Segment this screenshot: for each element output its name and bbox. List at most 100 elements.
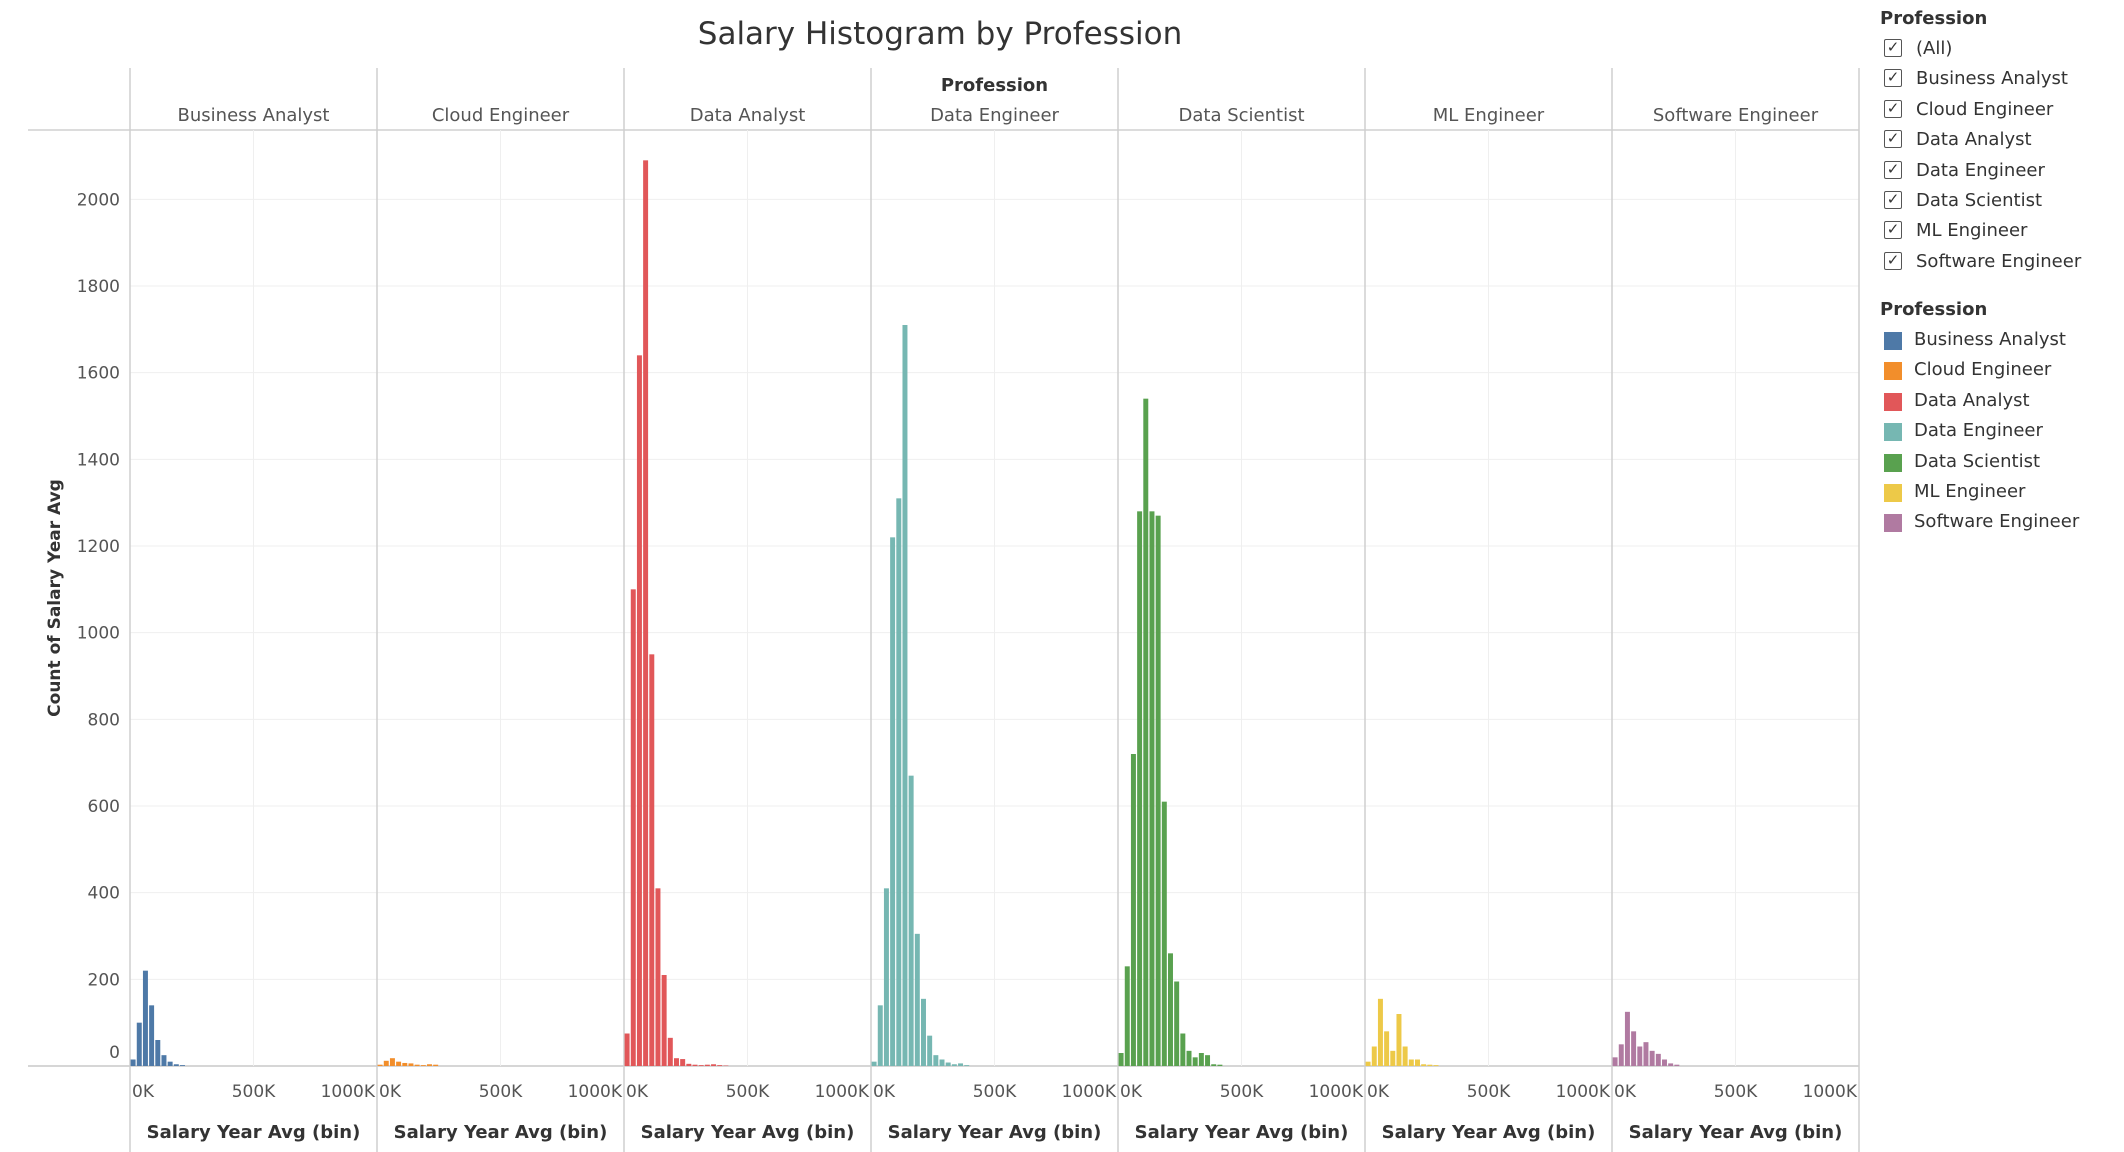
legend-item-label: Business Analyst: [1914, 329, 2066, 350]
histogram-bar: [1649, 1050, 1655, 1066]
histogram-bar: [890, 537, 896, 1066]
histogram-bar: [1668, 1063, 1674, 1066]
panel-header: Data Scientist: [1179, 105, 1305, 126]
x-axis-label: Salary Year Avg (bin): [1382, 1122, 1596, 1143]
legend-swatch: [1884, 332, 1902, 350]
filter-item-label: ML Engineer: [1916, 220, 2028, 242]
filter-item-label: Data Engineer: [1916, 159, 2045, 181]
legend-swatch: [1884, 514, 1902, 533]
legend-item[interactable]: Software Engineer: [1880, 507, 2120, 537]
y-tick-label: 2000: [77, 190, 120, 210]
histogram-bar: [383, 1060, 389, 1066]
filter-item-label: Data Scientist: [1916, 189, 2042, 211]
histogram-bar: [1402, 1046, 1408, 1066]
histogram-bar: [1421, 1064, 1427, 1066]
legend-swatch: [1884, 483, 1902, 502]
x-axis-label: Salary Year Avg (bin): [1629, 1122, 1843, 1143]
checkbox-checked-icon[interactable]: ✓: [1884, 69, 1902, 88]
histogram-bar: [1427, 1064, 1433, 1066]
y-tick-label: 800: [88, 710, 120, 730]
histogram-bar: [1118, 1053, 1124, 1066]
histogram-bar: [408, 1063, 414, 1066]
histogram-bar: [1205, 1055, 1211, 1066]
filter-item[interactable]: ✓ ML Engineer: [1880, 216, 2120, 246]
profession-filter: Profession ✓ (All) ✓ Business Analyst ✓ Cloud…: [1880, 4, 2120, 277]
checkbox-checked-icon[interactable]: ✓: [1884, 130, 1902, 149]
histogram-bar: [1371, 1046, 1377, 1066]
y-tick-label: 200: [88, 970, 120, 990]
histogram-bar: [396, 1061, 402, 1066]
y-axis-label: Count of Salary Year Avg: [45, 479, 65, 717]
histogram-bar: [667, 1037, 673, 1066]
x-tick-label: 0K: [626, 1082, 649, 1102]
x-axis-label: Salary Year Avg (bin): [641, 1122, 855, 1143]
panel-header: ML Engineer: [1433, 105, 1545, 126]
histogram-bar: [1186, 1050, 1192, 1066]
panel-header: Cloud Engineer: [432, 105, 570, 126]
legend-swatch: [1884, 362, 1902, 381]
x-tick-label: 0K: [379, 1082, 402, 1102]
histogram-bar: [1161, 801, 1167, 1066]
histogram-bar: [883, 888, 889, 1066]
y-tick-label: 1800: [77, 277, 120, 297]
histogram-bar: [692, 1064, 698, 1066]
histogram-bar: [933, 1055, 939, 1066]
checkbox-checked-icon[interactable]: ✓: [1884, 39, 1902, 57]
histogram-bar: [389, 1058, 395, 1066]
histogram-bar: [142, 970, 148, 1066]
filter-item[interactable]: ✓ Software Engineer: [1880, 247, 2120, 277]
x-tick-label: 500K: [1220, 1082, 1264, 1102]
legend-item-label: Software Engineer: [1914, 511, 2080, 533]
checkbox-checked-icon[interactable]: ✓: [1884, 251, 1902, 270]
histogram-chart: Salary Histogram by Profession Profession…: [28, 16, 1860, 1152]
legend-item[interactable]: Business Analyst: [1880, 325, 2120, 355]
checkbox-checked-icon[interactable]: ✓: [1884, 99, 1902, 118]
histogram-bar: [1180, 1033, 1186, 1066]
filter-item[interactable]: ✓ Data Engineer: [1880, 156, 2120, 186]
histogram-bar: [1137, 511, 1143, 1066]
x-tick-label: 0K: [873, 1082, 896, 1102]
legend-item[interactable]: Cloud Engineer: [1880, 355, 2120, 385]
x-axis-label: Salary Year Avg (bin): [1135, 1122, 1349, 1143]
x-axis-label: Salary Year Avg (bin): [394, 1122, 608, 1143]
checkbox-checked-icon[interactable]: ✓: [1884, 160, 1902, 179]
histogram-bar: [871, 1061, 877, 1066]
filter-item[interactable]: ✓ Cloud Engineer: [1880, 95, 2120, 125]
histogram-bar: [1124, 966, 1130, 1066]
y-tick-label: 600: [88, 797, 120, 817]
histogram-bar: [661, 975, 667, 1066]
histogram-bar: [921, 998, 926, 1066]
legend-item-label: Cloud Engineer: [1914, 359, 2052, 381]
checkbox-checked-icon[interactable]: ✓: [1884, 221, 1902, 240]
histogram-bar: [1624, 1011, 1630, 1066]
histogram-bar: [414, 1064, 420, 1066]
checkbox-checked-icon[interactable]: ✓: [1884, 190, 1902, 209]
filter-item[interactable]: ✓ Data Analyst: [1880, 125, 2120, 155]
histogram-bar: [1655, 1053, 1661, 1066]
filter-title: Profession: [1880, 8, 1988, 29]
filter-item[interactable]: ✓ Business Analyst: [1880, 64, 2120, 94]
filter-item[interactable]: ✓ (All): [1880, 34, 2120, 64]
y-tick-label: 1200: [77, 537, 120, 557]
x-tick-label: 1000K: [1803, 1082, 1858, 1102]
legend-item[interactable]: Data Engineer: [1880, 416, 2120, 446]
histogram-bar: [1130, 754, 1136, 1066]
y-tick-label: 400: [88, 884, 120, 904]
x-tick-label: 0K: [1120, 1082, 1143, 1102]
panel-header: Data Engineer: [930, 105, 1059, 126]
histogram-bar: [402, 1062, 408, 1066]
histogram-bar: [1618, 1044, 1624, 1066]
histogram-bar: [1408, 1059, 1414, 1066]
histogram-bar: [180, 1065, 185, 1066]
histogram-bar: [155, 1040, 161, 1066]
legend-item[interactable]: ML Engineer: [1880, 477, 2120, 507]
histogram-bar: [914, 933, 920, 1066]
legend-item[interactable]: Data Scientist: [1880, 447, 2120, 477]
histogram-bar: [1662, 1059, 1667, 1066]
histogram-bar: [149, 1005, 155, 1066]
legend-item[interactable]: Data Analyst: [1880, 386, 2120, 416]
x-tick-label: 1000K: [1309, 1082, 1364, 1102]
filter-item[interactable]: ✓ Data Scientist: [1880, 186, 2120, 216]
histogram-bar: [167, 1061, 173, 1066]
histogram-bar: [674, 1058, 679, 1066]
